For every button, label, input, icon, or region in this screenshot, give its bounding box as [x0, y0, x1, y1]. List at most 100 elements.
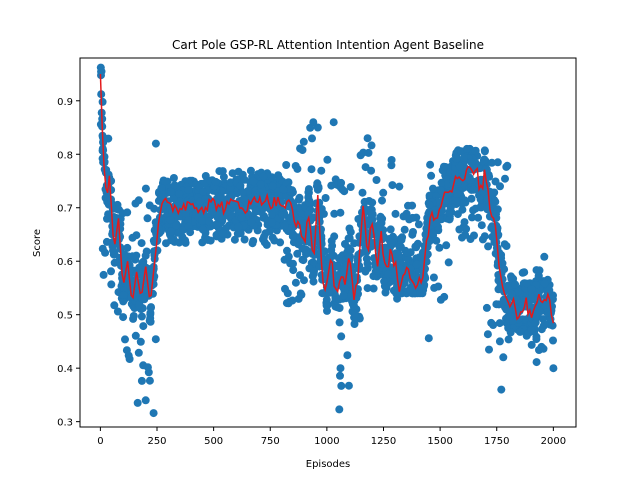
x-tick-label: 250	[147, 436, 166, 447]
scatter-point	[249, 177, 258, 186]
scatter-point	[336, 208, 345, 217]
scatter-point	[249, 237, 258, 245]
scatter-point	[341, 240, 349, 248]
scatter-point	[169, 174, 178, 182]
scatter-point	[539, 344, 548, 353]
scatter-point	[107, 280, 116, 289]
scatter-point	[484, 242, 493, 251]
scatter-point	[172, 221, 181, 230]
scatter-point	[348, 267, 357, 276]
scatter-point	[549, 364, 558, 373]
scatter-point	[186, 228, 195, 237]
scatter-point	[351, 310, 359, 319]
scatter-point	[218, 167, 227, 176]
scatter-point	[368, 198, 377, 207]
scatter-point	[309, 118, 318, 127]
scatter-point	[548, 321, 556, 330]
scatter-point	[102, 237, 111, 246]
scatter-point	[110, 301, 119, 310]
scatter-point	[540, 252, 549, 261]
scatter-point	[495, 319, 504, 328]
scatter-point	[336, 371, 344, 380]
scatter-point	[408, 213, 417, 222]
scatter-point	[121, 335, 129, 344]
scatter-point	[496, 182, 504, 191]
scatter-point	[437, 178, 446, 187]
scatter-point	[293, 249, 302, 258]
scatter-point	[133, 398, 142, 407]
scatter-point	[397, 235, 406, 244]
scatter-point	[498, 275, 507, 284]
scatter-point	[459, 153, 468, 162]
scatter-point	[157, 184, 166, 193]
scatter-point	[308, 272, 317, 281]
scatter-point	[218, 229, 227, 238]
scatter-point	[346, 228, 355, 237]
scatter-point	[233, 229, 242, 238]
scatter-point	[113, 307, 122, 316]
x-axis-label: Episodes	[306, 459, 350, 470]
scatter-point	[317, 240, 326, 248]
scatter-point	[452, 154, 461, 163]
scatter-point	[428, 229, 437, 238]
scatter-point	[515, 307, 524, 316]
scatter-point	[527, 326, 536, 335]
scatter-point	[325, 253, 334, 262]
scatter-point	[323, 306, 331, 315]
scatter-point	[139, 361, 148, 370]
scatter-point	[107, 186, 116, 194]
scatter-point	[414, 220, 423, 229]
scatter-point	[418, 289, 427, 298]
scatter-point	[280, 221, 289, 230]
scatter-point	[137, 312, 146, 321]
scatter-point	[477, 221, 486, 230]
scatter-point	[532, 312, 540, 321]
scatter-point	[276, 238, 285, 247]
scatter-point	[184, 216, 192, 225]
scatter-point	[141, 184, 150, 193]
scatter-point	[282, 299, 291, 308]
scatter-point	[402, 248, 411, 257]
scatter-point	[384, 269, 393, 278]
scatter-point	[288, 232, 297, 241]
scatter-point	[304, 210, 313, 218]
scatter-point	[317, 166, 326, 175]
scatter-point	[435, 215, 444, 224]
scatter-point	[339, 291, 348, 300]
scatter-point	[313, 123, 322, 132]
scatter-point	[181, 236, 190, 245]
scatter-point	[247, 218, 256, 227]
scatter-point	[350, 320, 359, 328]
scatter-point	[442, 241, 451, 250]
scatter-point	[511, 280, 520, 289]
scatter-point	[289, 266, 298, 275]
scatter-point	[500, 240, 509, 249]
scatter-point	[237, 213, 246, 222]
scatter-point	[412, 260, 421, 269]
scatter-point	[431, 206, 440, 214]
scatter-point	[444, 258, 453, 267]
scatter-point	[151, 139, 160, 148]
scatter-point	[387, 238, 396, 247]
scatter-point	[259, 172, 268, 181]
x-tick-label: 1000	[314, 436, 339, 447]
scatter-point	[335, 254, 343, 263]
scatter-point	[327, 181, 336, 190]
scatter-point	[198, 217, 206, 225]
scatter-point	[436, 295, 445, 304]
scatter-point	[367, 141, 376, 150]
scatter-point	[395, 182, 404, 191]
scatter-point	[151, 335, 160, 344]
scatter-point	[378, 196, 386, 205]
scatter-point	[134, 196, 143, 205]
scatter-point	[267, 218, 276, 227]
scatter-point	[522, 279, 531, 288]
scatter-point	[156, 193, 165, 201]
scatter-point	[101, 248, 110, 257]
scatter-point	[109, 246, 117, 255]
scatter-point	[537, 325, 546, 334]
scatter-point	[531, 318, 540, 327]
scatter-point	[502, 162, 511, 171]
scatter-point	[251, 207, 260, 216]
scatter-point	[119, 290, 128, 299]
